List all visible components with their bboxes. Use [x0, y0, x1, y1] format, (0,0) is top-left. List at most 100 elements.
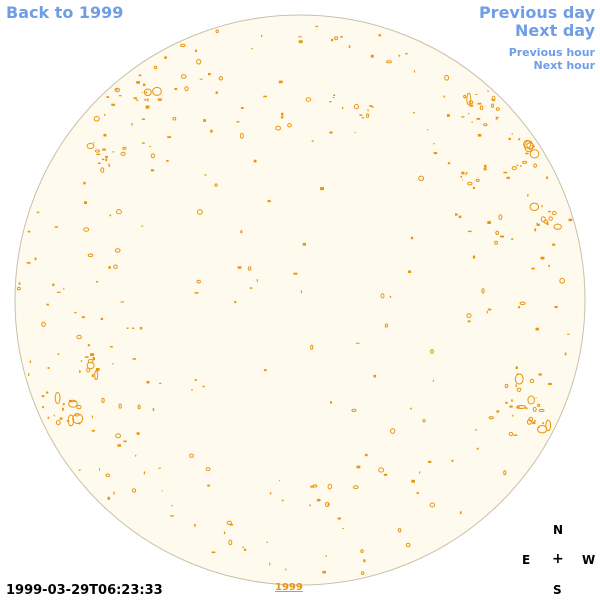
contour-mark	[527, 194, 529, 197]
contour-mark	[267, 200, 271, 203]
next-day-link[interactable]: Next day	[515, 21, 595, 40]
contour-mark	[516, 406, 520, 409]
contour-mark	[511, 238, 514, 240]
contour-mark	[215, 91, 218, 94]
contour-mark	[17, 286, 21, 291]
contour-mark	[106, 96, 110, 98]
contour-mark	[546, 176, 548, 180]
contour-mark	[540, 216, 546, 223]
contour-mark	[253, 159, 257, 163]
contour-mark	[351, 408, 357, 412]
contour-mark	[54, 392, 61, 404]
contour-mark	[330, 401, 332, 404]
contour-mark	[203, 119, 206, 122]
contour-mark	[370, 54, 374, 58]
contour-mark	[525, 407, 528, 410]
contour-mark	[214, 183, 218, 187]
contour-mark	[112, 151, 115, 153]
contour-mark	[197, 209, 203, 215]
contour-mark	[361, 117, 364, 119]
contour-mark	[511, 166, 517, 171]
contour-mark	[486, 310, 488, 314]
contour-mark	[28, 373, 30, 376]
contour-mark	[524, 140, 534, 153]
compass-west-label: W	[582, 553, 596, 567]
contour-mark	[91, 374, 94, 378]
previous-hour-link[interactable]: Previous hour	[508, 46, 595, 59]
contour-mark	[472, 255, 476, 259]
contour-mark	[508, 431, 514, 437]
contour-mark	[141, 225, 144, 227]
contour-mark	[76, 334, 82, 340]
contour-mark	[325, 555, 327, 557]
contour-mark	[278, 80, 283, 84]
contour-mark	[53, 414, 55, 417]
contour-mark	[90, 353, 95, 356]
contour-mark	[240, 230, 243, 234]
contour-mark	[41, 395, 45, 397]
contour-mark	[152, 86, 162, 96]
contour-mark	[427, 129, 429, 131]
contour-mark	[398, 54, 401, 57]
next-hour-link[interactable]: Next hour	[533, 59, 596, 72]
contour-mark	[234, 301, 237, 304]
contour-mark	[199, 78, 203, 80]
contour-mark	[141, 118, 145, 120]
contour-mark	[122, 146, 127, 150]
contour-mark	[83, 227, 90, 232]
contour-mark	[167, 136, 172, 139]
contour-mark	[287, 123, 292, 128]
contour-mark	[139, 327, 143, 330]
contour-mark	[519, 301, 526, 305]
contour-mark	[459, 511, 462, 515]
year-link[interactable]: 1999	[275, 582, 303, 593]
contour-mark	[269, 562, 271, 566]
contour-mark	[529, 149, 540, 159]
contour-mark	[405, 53, 408, 55]
contour-mark	[87, 253, 94, 258]
contour-mark	[504, 383, 509, 389]
previous-day-link[interactable]: Previous day	[478, 3, 595, 22]
contour-mark	[546, 222, 549, 226]
contour-mark	[384, 323, 389, 328]
contour-mark	[494, 240, 499, 245]
contour-mark	[422, 419, 426, 423]
contour-mark	[54, 226, 59, 228]
contour-mark	[56, 291, 61, 293]
contour-mark	[519, 165, 522, 167]
contour-mark	[515, 384, 517, 388]
contour-mark	[515, 366, 518, 369]
contour-mark	[275, 125, 282, 131]
contour-mark	[93, 141, 95, 144]
contour-mark	[171, 505, 173, 507]
contour-mark	[466, 172, 468, 174]
contour-mark	[74, 312, 77, 314]
contour-mark	[472, 186, 475, 189]
contour-mark	[511, 133, 513, 135]
contour-mark	[46, 391, 49, 394]
contour-mark	[363, 559, 366, 563]
contour-mark	[516, 387, 522, 392]
contour-mark	[484, 164, 487, 168]
observation-timestamp: 1999-03-29T06:23:33	[6, 583, 163, 598]
contour-mark	[564, 352, 567, 356]
contour-mark	[386, 60, 392, 64]
contour-mark	[535, 397, 537, 399]
compass-south-label: S	[553, 583, 562, 597]
contour-mark	[322, 570, 326, 574]
contour-mark	[446, 114, 450, 117]
contour-mark	[311, 140, 314, 142]
contour-mark	[327, 503, 330, 506]
contour-mark	[443, 95, 445, 98]
contour-mark	[536, 223, 540, 226]
contour-mark	[100, 317, 104, 321]
contour-mark	[503, 470, 507, 476]
contour-mark	[41, 321, 46, 327]
contour-mark	[541, 205, 543, 208]
contour-mark	[36, 211, 40, 214]
contour-mark	[138, 74, 142, 77]
back-to-year-link[interactable]: Back to 1999	[6, 3, 124, 22]
contour-mark	[522, 160, 528, 164]
contour-mark	[101, 158, 105, 161]
contour-mark	[495, 116, 498, 120]
